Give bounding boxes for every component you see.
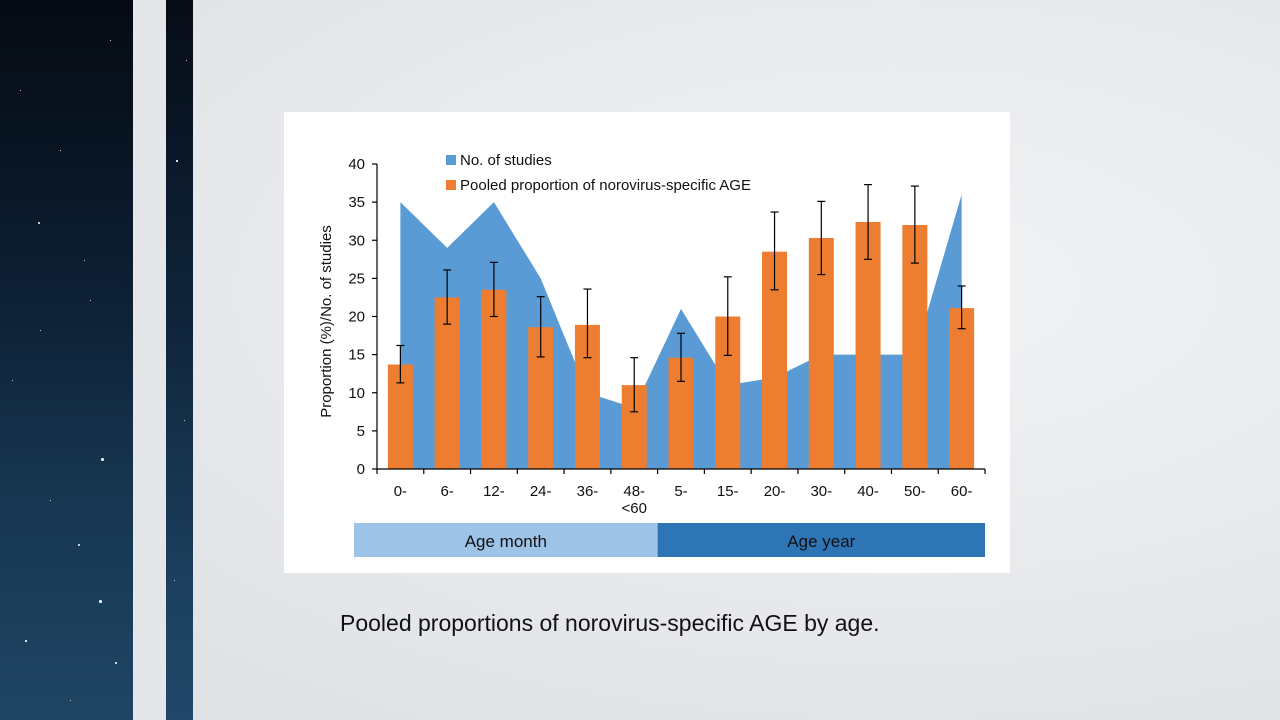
x-tick-label: 15- <box>717 483 739 500</box>
proportion-bar <box>855 221 881 469</box>
star-decoration <box>110 40 112 42</box>
y-tick-label: 40 <box>348 156 365 173</box>
star-decoration <box>99 600 102 603</box>
starfield-strip <box>166 0 193 720</box>
star-decoration <box>50 500 52 502</box>
x-tick-label: 6- <box>440 483 453 500</box>
x-tick-label: 5- <box>674 483 687 500</box>
x-tick-label: 40- <box>857 483 879 500</box>
slide-caption: Pooled proportions of norovirus-specific… <box>340 610 880 636</box>
star-decoration <box>101 458 105 462</box>
star-decoration <box>90 300 92 302</box>
y-tick-label: 5 <box>357 423 365 440</box>
star-decoration <box>25 640 27 642</box>
x-tick-label: 12- <box>483 483 505 500</box>
star-decoration <box>84 260 85 261</box>
chart-card: 0 5 10 15 20 25 30 35 40 0- 6- 12- 24- 36- 48-<60 5- 15-… <box>284 112 1010 573</box>
x-tick-label: 50- <box>904 483 926 500</box>
star-decoration <box>12 380 14 382</box>
star-decoration <box>186 60 187 61</box>
proportion-bar <box>949 308 975 469</box>
legend-label: Pooled proportion of norovirus-specific … <box>460 177 751 194</box>
x-tick-label: 48-<60 <box>622 483 647 517</box>
age-group-label: Age year <box>787 532 855 551</box>
y-tick-label: 15 <box>348 347 365 364</box>
chart: 0 5 10 15 20 25 30 35 40 0- 6- 12- 24- 36- 48-<60 5- 15-… <box>318 152 986 557</box>
y-tick-label: 20 <box>348 309 365 326</box>
y-tick-label: 0 <box>357 461 365 478</box>
x-tick-label: 36- <box>577 483 599 500</box>
age-group-label: Age month <box>465 532 547 551</box>
proportion-bar <box>434 297 460 469</box>
starfield-panel <box>0 0 133 720</box>
legend-swatch <box>446 180 456 190</box>
star-decoration <box>176 160 178 162</box>
age-group-band <box>354 523 658 557</box>
star-decoration <box>184 420 186 422</box>
y-tick-label: 25 <box>348 270 365 287</box>
x-tick-label: 24- <box>530 483 552 500</box>
divider-strip <box>133 0 166 720</box>
x-tick-label: 0- <box>394 483 407 500</box>
y-axis-label: Proportion (%)/No. of studies <box>318 225 335 418</box>
legend-swatch <box>446 155 456 165</box>
x-tick-label: 30- <box>810 483 832 500</box>
star-decoration <box>78 544 80 546</box>
star-decoration <box>20 90 22 92</box>
age-group-band <box>657 523 985 557</box>
x-tick-label: 20- <box>764 483 786 500</box>
star-decoration <box>38 222 41 225</box>
proportion-bar <box>481 289 507 469</box>
y-tick-label: 35 <box>348 194 365 211</box>
proportion-bar <box>902 225 928 469</box>
star-decoration <box>40 330 41 331</box>
star-decoration <box>60 150 62 152</box>
legend-label: No. of studies <box>460 152 552 169</box>
y-tick-label: 10 <box>348 385 365 402</box>
star-decoration <box>174 580 176 582</box>
star-decoration <box>70 700 72 702</box>
y-tick-label: 30 <box>348 232 365 249</box>
proportion-bar <box>808 237 834 469</box>
star-decoration <box>115 662 118 665</box>
x-tick-label: 60- <box>951 483 973 500</box>
